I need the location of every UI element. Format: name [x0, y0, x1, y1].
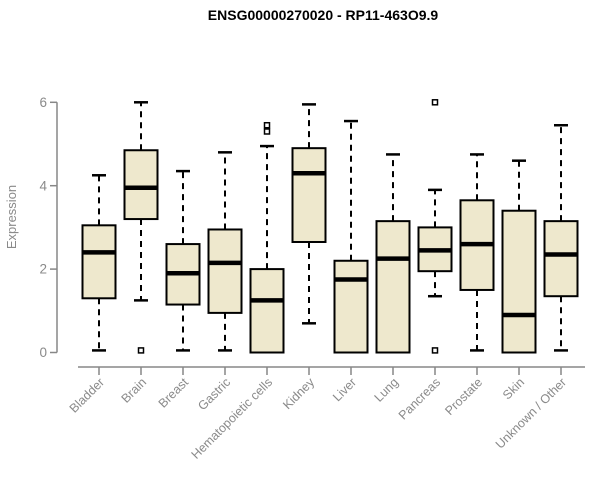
chart-title: ENSG00000270020 - RP11-463O9.9 [207, 7, 439, 23]
x-category-label: Kidney [280, 375, 317, 412]
box-lung [375, 220, 411, 354]
x-category-label: Gastric [195, 375, 233, 413]
outlier-point [431, 99, 439, 106]
y-tick-label: 6 [39, 95, 47, 110]
box-skin [501, 209, 537, 354]
box-brain [123, 149, 159, 221]
x-category-label: Breast [156, 375, 192, 411]
box-unknown-other [543, 220, 579, 298]
y-tick-label: 0 [39, 345, 47, 360]
outlier-point [137, 347, 145, 354]
outlier-point [431, 347, 439, 354]
y-tick-label: 2 [39, 262, 47, 277]
x-category-label: Liver [330, 375, 359, 404]
x-category-label: Bladder [67, 375, 107, 415]
y-tick-label: 4 [39, 178, 47, 193]
outlier-point [263, 128, 271, 135]
box-gastric [207, 228, 243, 314]
x-category-label: Lung [372, 375, 402, 405]
box-bladder [81, 224, 117, 300]
x-category-label: Brain [119, 375, 150, 406]
x-category-label: Pancreas [396, 375, 443, 422]
x-category-label: Prostate [442, 375, 485, 418]
box-hematopoietic-cells [249, 268, 285, 354]
x-category-label: Unknown / Other [493, 375, 569, 451]
x-category-label: Skin [500, 375, 527, 402]
box-liver [333, 259, 369, 354]
x-category-label: Hematopoietic cells [189, 375, 276, 462]
box-kidney [291, 147, 327, 243]
outlier-point [263, 121, 271, 129]
